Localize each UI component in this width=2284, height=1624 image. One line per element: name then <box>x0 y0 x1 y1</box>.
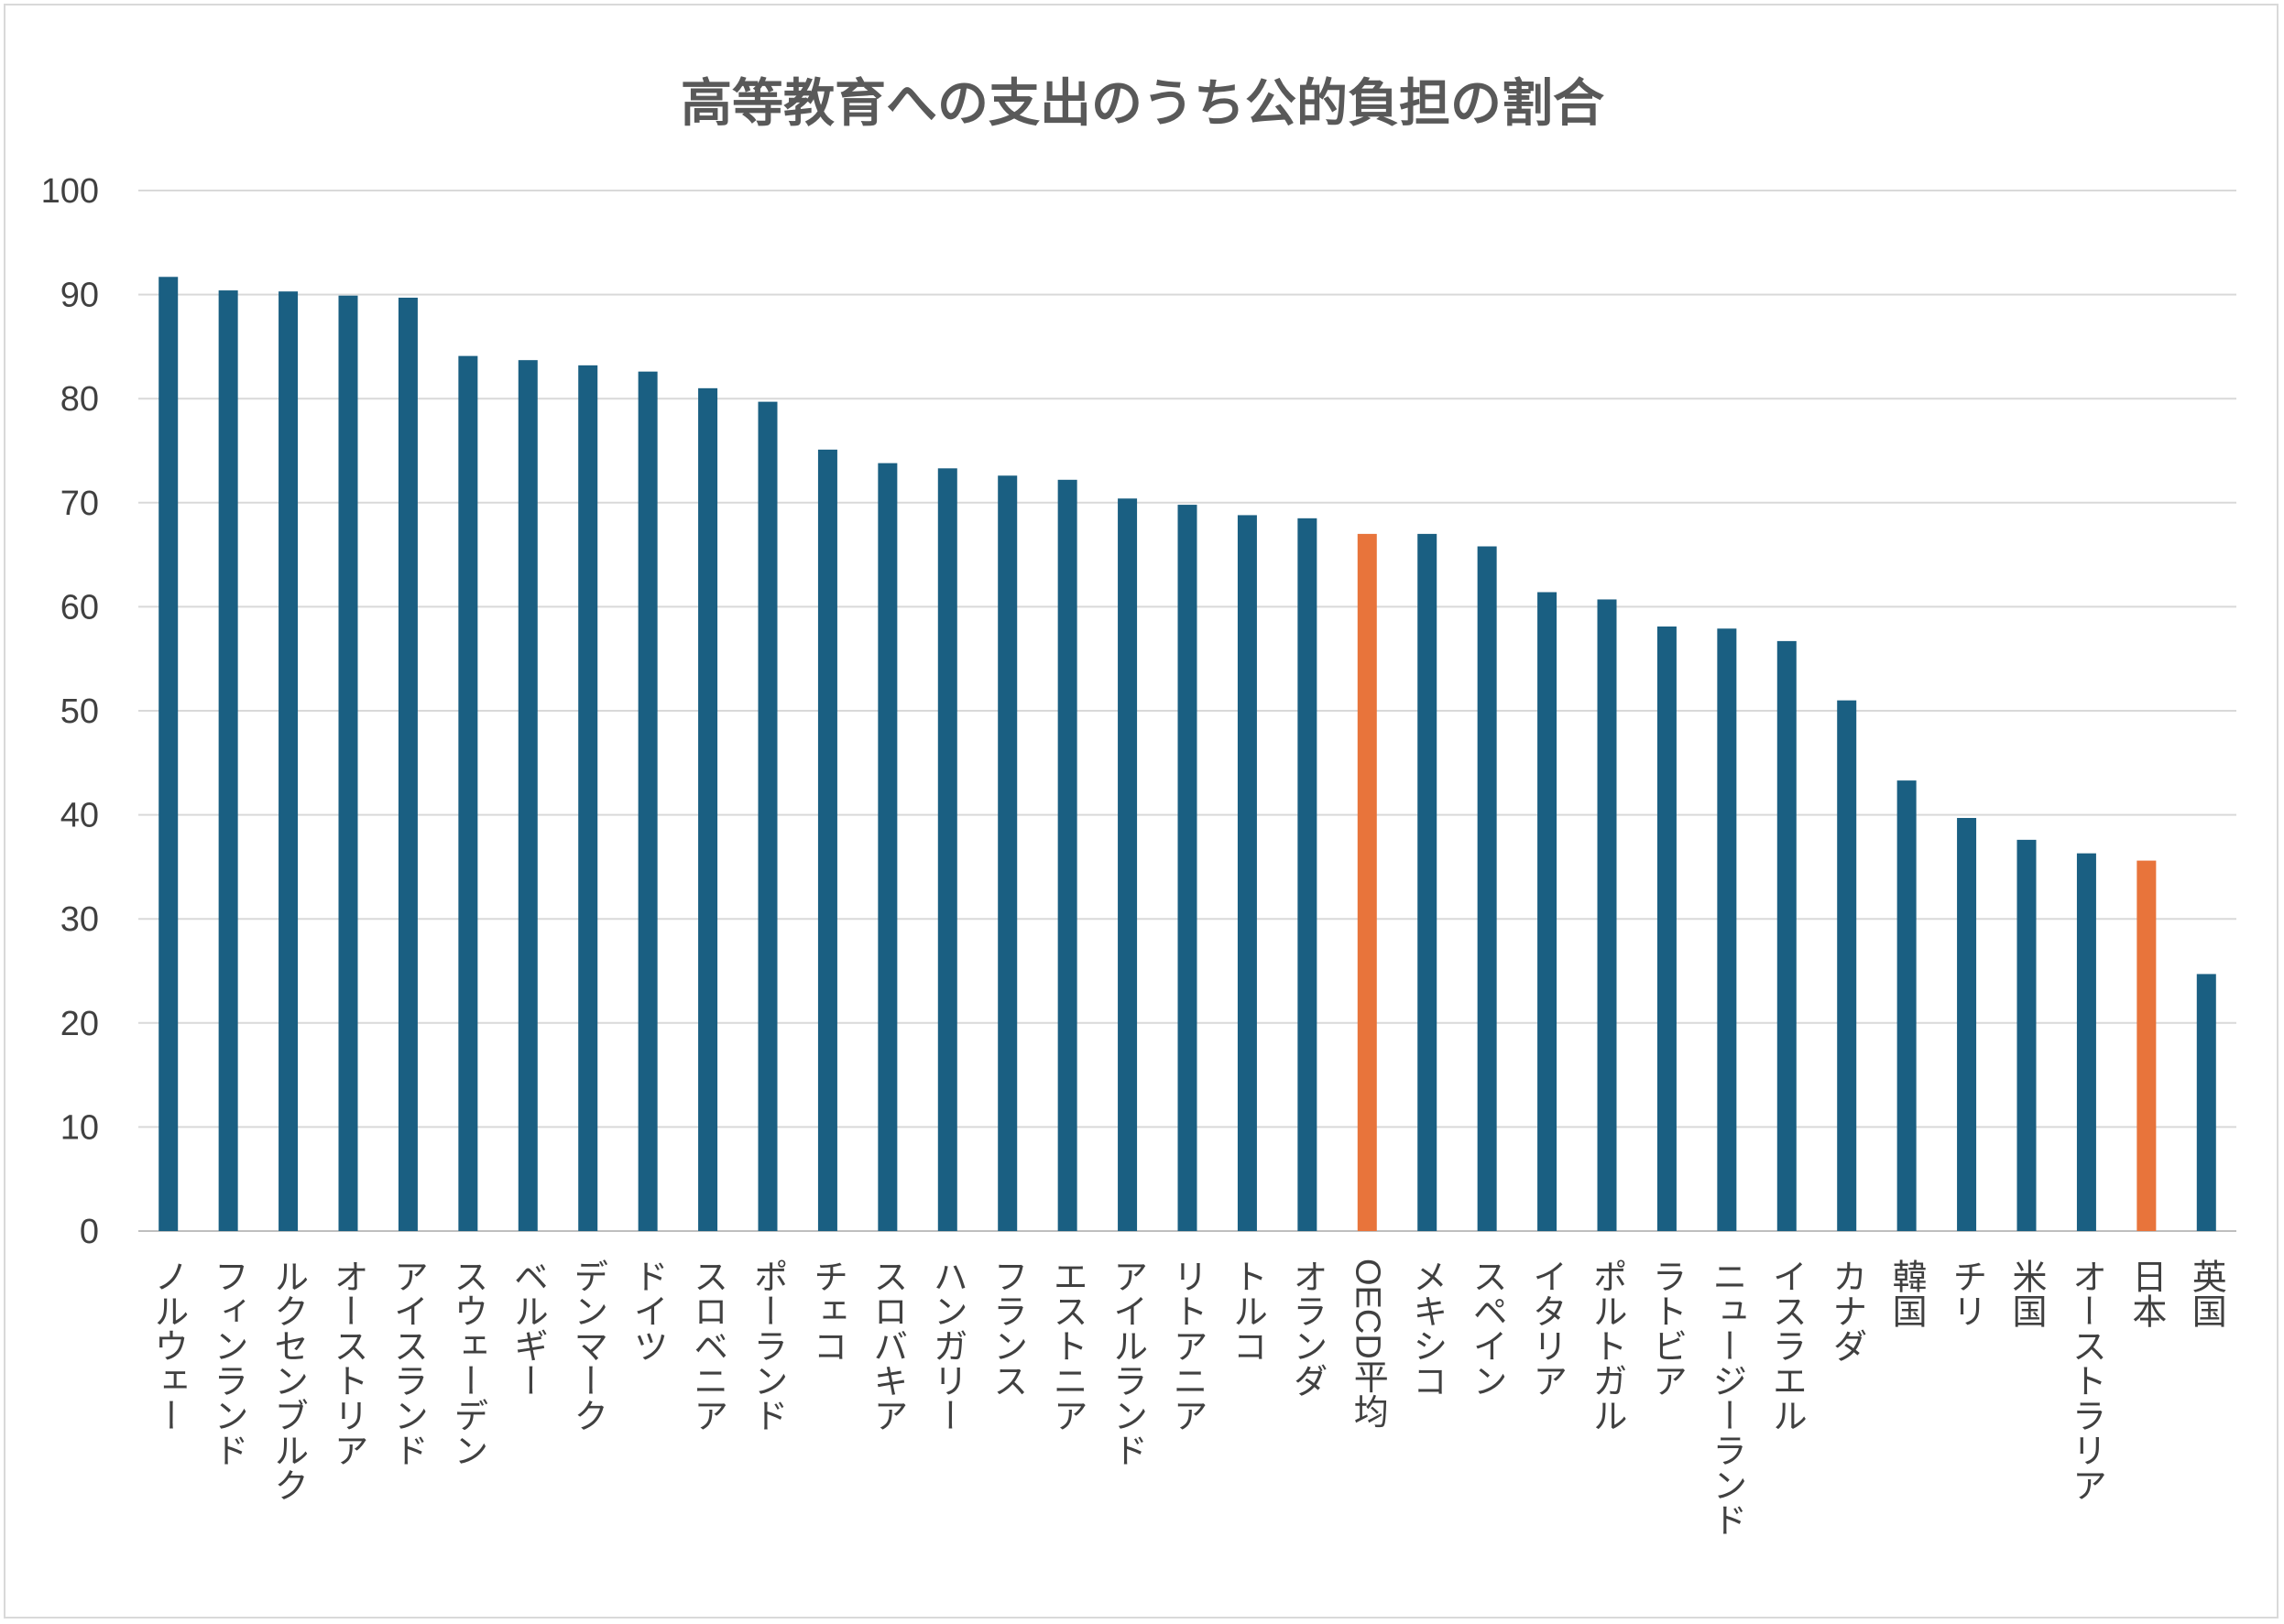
bar-chart: 高等教育への支出のうち公的負担の割合 0 10 20 30 40 50 60 70 80 90 10… <box>41 74 2236 1537</box>
y-tick-label: 80 <box>60 380 99 419</box>
chart-frame: 高等教育への支出のうち公的負担の割合 0 10 20 30 40 50 60 70 80 90 10… <box>4 4 2279 1619</box>
y-tick-label: 90 <box>60 277 99 315</box>
x-tick-label: OECD平均 <box>1348 1259 1387 1429</box>
bar <box>2196 974 2216 1231</box>
bar <box>638 371 658 1231</box>
x-tick-label: カナダ <box>1827 1259 1867 1363</box>
x-tick-label: エストニア <box>1047 1259 1087 1433</box>
bar <box>218 290 238 1231</box>
x-tick-label: 韓国 <box>1886 1259 1927 1328</box>
x-tick-label: スペイン <box>1467 1259 1507 1398</box>
x-tick-label: チリ <box>1947 1259 1987 1328</box>
bar <box>1656 626 1677 1231</box>
x-tick-label: ニュージーランド <box>1707 1259 1747 1537</box>
x-tick-label: メキシコ <box>1407 1259 1448 1398</box>
x-tick-label: ラトビア <box>1646 1259 1687 1398</box>
y-tick-label: 10 <box>60 1108 99 1147</box>
bar <box>1717 628 1737 1231</box>
bar <box>1776 640 1797 1231</box>
bar <box>937 468 957 1231</box>
x-tick-label: オランダ <box>1287 1259 1328 1398</box>
x-tick-label: ハンガリー <box>927 1259 967 1433</box>
bar <box>398 298 418 1231</box>
bar <box>1297 518 1317 1231</box>
y-tick-label: 50 <box>60 692 99 731</box>
x-tick-label: イスラエル <box>1766 1259 1807 1433</box>
bar <box>2076 853 2096 1231</box>
x-tick-label: イタリア <box>1527 1259 1568 1398</box>
x-tick-label: チェコ <box>807 1259 847 1363</box>
y-axis-ticks: 0 10 20 30 40 50 60 70 80 90 100 <box>41 172 99 1251</box>
bar <box>758 401 778 1231</box>
x-tick-label: スウェーデン <box>448 1259 488 1467</box>
x-axis-ticks: ノルウェー フィンランド ルクセンブルク オーストリア アイスランド スウェーデン ベルギー… <box>148 1259 2227 1537</box>
bar <box>158 277 179 1232</box>
bar <box>1417 533 1437 1231</box>
bar <box>1537 592 1557 1231</box>
bar <box>1477 546 1497 1231</box>
x-tick-label: スロバキア <box>868 1259 908 1433</box>
bar <box>1597 599 1617 1231</box>
y-tick-label: 100 <box>41 172 99 211</box>
x-tick-label: ポルトガル <box>1587 1259 1627 1433</box>
x-tick-label: スロベニア <box>688 1259 728 1433</box>
bar <box>1837 700 1857 1231</box>
bar <box>878 463 898 1232</box>
bar <box>1177 505 1197 1231</box>
x-tick-label: ルクセンブルク <box>268 1259 309 1502</box>
x-tick-label: フランス <box>988 1259 1028 1398</box>
bar <box>817 449 837 1231</box>
y-tick-label: 60 <box>60 588 99 627</box>
bar <box>578 365 598 1231</box>
x-tick-label: 米国 <box>2006 1259 2047 1328</box>
x-tick-label: ベルギー <box>508 1259 548 1398</box>
x-tick-label: ドイツ <box>628 1259 668 1363</box>
y-tick-label: 30 <box>60 900 99 939</box>
x-tick-label: 英国 <box>2186 1259 2226 1328</box>
bar <box>1896 780 1917 1231</box>
y-tick-label: 70 <box>60 485 99 523</box>
bar <box>1057 479 1077 1231</box>
bar <box>1957 818 1977 1231</box>
bar <box>458 355 478 1231</box>
bar <box>1237 515 1257 1231</box>
x-tick-label: アイルランド <box>1108 1259 1148 1467</box>
bars <box>158 277 2216 1232</box>
y-tick-label: 0 <box>80 1213 99 1251</box>
x-tick-label: アイスランド <box>388 1259 428 1467</box>
chart-title: 高等教育への支出のうち公的負担の割合 <box>681 74 1604 134</box>
x-tick-label: ノルウェー <box>148 1259 189 1433</box>
bar <box>2136 860 2157 1231</box>
x-tick-label: オーストラリア <box>2066 1259 2106 1502</box>
x-tick-label: フィンランド <box>208 1259 248 1467</box>
bar <box>1357 533 1377 1231</box>
x-tick-label: リトアニア <box>1167 1259 1208 1433</box>
bar <box>698 387 718 1232</box>
bar <box>1118 498 1138 1231</box>
x-tick-label: デンマーク <box>568 1259 608 1433</box>
y-tick-label: 40 <box>60 797 99 835</box>
x-tick-label: 日本 <box>2126 1259 2167 1328</box>
y-tick-label: 20 <box>60 1005 99 1043</box>
bar <box>998 475 1018 1231</box>
bar <box>279 291 299 1231</box>
x-tick-label: オーストリア <box>328 1259 368 1467</box>
bar <box>2016 839 2037 1231</box>
x-tick-label: ポーランド <box>748 1259 788 1433</box>
x-tick-label: トルコ <box>1227 1259 1267 1363</box>
bar <box>518 360 538 1232</box>
bar <box>338 295 358 1232</box>
